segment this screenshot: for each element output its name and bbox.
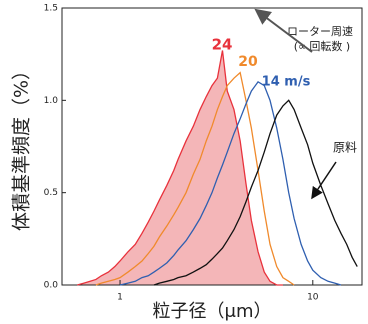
x-axis-label: 粒子径（μm）	[153, 301, 272, 322]
y-tick-label: 1.0	[44, 96, 59, 106]
y-axis-label: 体積基準頻度（%）	[11, 61, 33, 231]
plot-frame	[61, 7, 363, 286]
y-tick-label: 1.5	[44, 4, 58, 14]
annotation: ローター周速	[287, 25, 353, 38]
annotation: (∝ 回転数 )	[294, 40, 350, 53]
arrow	[311, 161, 337, 200]
series-label: 24	[212, 36, 233, 54]
series-line	[119, 81, 342, 286]
y-tick-label: 0.5	[44, 188, 58, 198]
x-tick-label: 10	[307, 293, 319, 303]
series-label: 原料	[333, 141, 357, 155]
series-label: 14 m/s	[262, 75, 311, 90]
arrow	[254, 8, 313, 53]
series-label: 20	[238, 54, 258, 70]
series-line	[95, 71, 295, 286]
y-tick-label: 0.0	[44, 281, 59, 291]
area	[77, 50, 283, 286]
x-tick-label: 1	[117, 293, 123, 303]
series-line	[77, 50, 283, 286]
series-line	[153, 99, 358, 286]
